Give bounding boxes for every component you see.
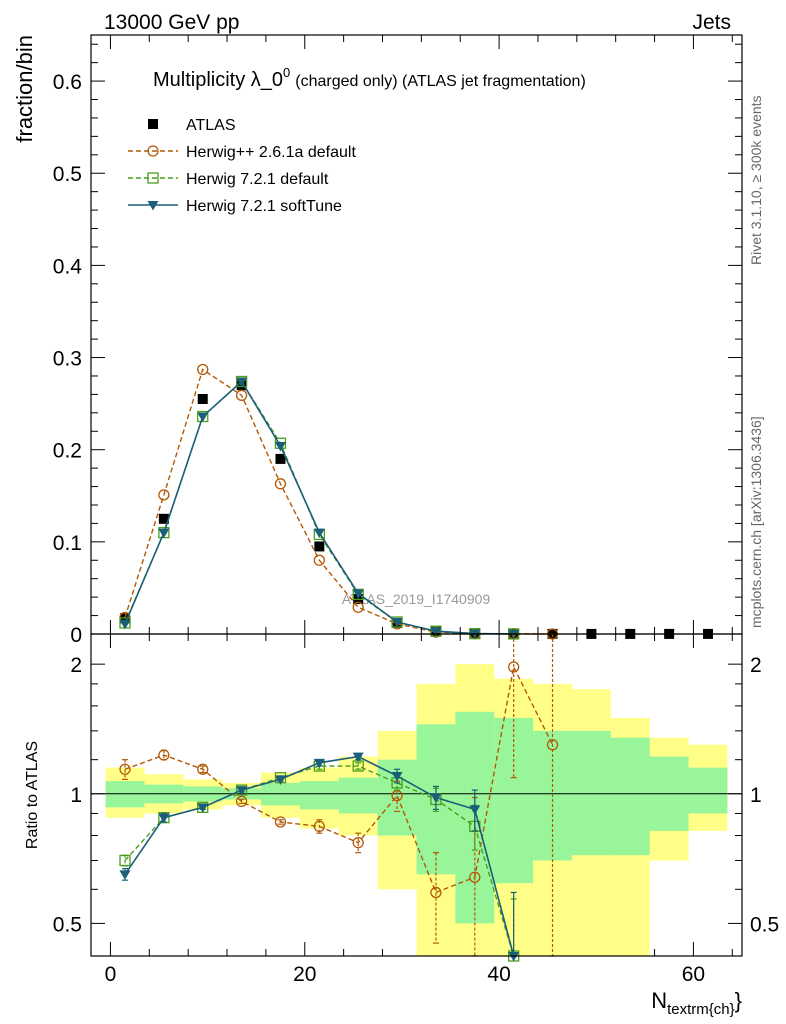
mcplots-label: mcplots.cern.ch [arXiv:1306.3436]: [748, 416, 764, 628]
main-title: Multiplicity λ_00(charged only) (ATLAS j…: [153, 65, 586, 91]
ratio-data-point: [197, 763, 209, 775]
ratio-band-inner: [299, 781, 339, 810]
main-ylabel: fraction/bin: [12, 35, 37, 143]
main-data-point: [158, 513, 169, 524]
main-data-point: [313, 528, 325, 539]
ratio-data-point: [313, 820, 325, 833]
ratio-frame: [90, 633, 743, 957]
main-ytick-label: 0.5: [53, 163, 82, 186]
main-data-point: [158, 489, 170, 501]
main-data-point: [314, 541, 325, 552]
main-data-point: [197, 363, 209, 376]
main-data-point: [313, 554, 325, 566]
ratio-band-inner: [688, 767, 728, 814]
ratio-data-point: [119, 870, 131, 880]
ratio-ytick-label: 2: [70, 654, 82, 677]
ratio-ytick-label: 1: [70, 784, 82, 807]
legend-marker: [148, 119, 158, 129]
ratio-data-point: [469, 871, 481, 883]
ratio-data-point: [158, 749, 170, 761]
xtick-label: 20: [293, 963, 316, 986]
ratio-data-point: [119, 763, 131, 775]
main-data-point: [391, 618, 403, 628]
legend: ATLAS Herwig++ 2.6.1a default Herwig 7.2.1…: [128, 117, 356, 215]
xtick-label: 0: [105, 963, 117, 986]
ratio-data-point: [430, 886, 442, 899]
xtick-label: 40: [487, 963, 510, 986]
ratio-data-point: [508, 661, 520, 673]
ratio-ytick-label-right: 2: [750, 654, 762, 677]
ratio-ytick-label-right: 0.5: [750, 913, 779, 936]
ratio-band-inner: [338, 777, 378, 814]
xtick-label: 60: [682, 963, 705, 986]
analysis-watermark: ATLAS_2019_I1740909: [342, 591, 491, 607]
legend-label: Herwig 7.2.1 softTune: [186, 198, 342, 215]
main-data-point: [235, 389, 248, 401]
main-data-point: [236, 377, 248, 387]
main-data-point: [352, 588, 364, 601]
ratio-data-point: [313, 758, 325, 769]
legend-marker: [147, 201, 159, 211]
main-data-point: [275, 453, 286, 464]
ratio-data-point: [197, 803, 209, 813]
ratio-ytick-label-right: 1: [750, 784, 762, 807]
ratio-data-point: [508, 952, 520, 962]
x-axis-label: Ntextrm{ch}}: [651, 988, 742, 1018]
main-ytick-label: 0.6: [53, 71, 82, 94]
ratio-data-point: [391, 771, 403, 782]
ratio-band-inner: [571, 730, 611, 856]
main-ytick-label: 0.1: [53, 532, 82, 555]
legend-label: Herwig++ 2.6.1a default: [186, 144, 356, 161]
main-data-point: [352, 601, 364, 613]
legend-label: Herwig 7.2.1 default: [186, 171, 329, 188]
legend-label: ATLAS: [186, 117, 236, 134]
main-data-point: [352, 589, 364, 599]
ratio-data-point: [236, 786, 248, 796]
main-ytick-label: 0: [70, 624, 82, 647]
ratio-series-line: [124, 664, 554, 894]
main-ytick-label: 0.3: [53, 348, 82, 371]
ratio-panel: 0 20 40 60 0.5 0.5 1 1 2 2: [53, 633, 779, 986]
legend-marker: [147, 172, 159, 184]
main-data-point: [274, 442, 286, 452]
ratio-data-point: [119, 854, 131, 867]
ratio-data-point: [352, 837, 364, 849]
main-ytick-label: 0.2: [53, 440, 82, 463]
header-left: 13000 GeV pp: [104, 11, 239, 34]
ratio-data-point: [546, 739, 559, 751]
main-data-point: [197, 412, 209, 423]
main-data-point: [197, 394, 208, 405]
ratio-data-point: [274, 775, 286, 785]
main-data-point: [430, 627, 442, 637]
ratio-data-point: [235, 795, 248, 808]
ratio-data-point: [469, 805, 481, 815]
ratio-data-point: [352, 752, 364, 763]
main-data-point: [158, 528, 170, 539]
main-ytick-label: 0.4: [53, 255, 83, 278]
ratio-ytick-label: 0.5: [53, 913, 82, 936]
ratio-ylabel: Ratio to ATLAS: [24, 741, 41, 849]
ratio-data-point: [430, 793, 442, 804]
main-data-point: [274, 478, 287, 490]
main-data-point: [119, 619, 131, 630]
header-right: Jets: [692, 11, 731, 34]
rivet-label: Rivet 3.1.10, ≥ 300k events: [748, 95, 764, 265]
legend-marker: [147, 145, 159, 157]
ratio-band-inner: [610, 737, 650, 856]
ratio-data-point: [274, 816, 287, 828]
ratio-data-point: [158, 813, 170, 824]
